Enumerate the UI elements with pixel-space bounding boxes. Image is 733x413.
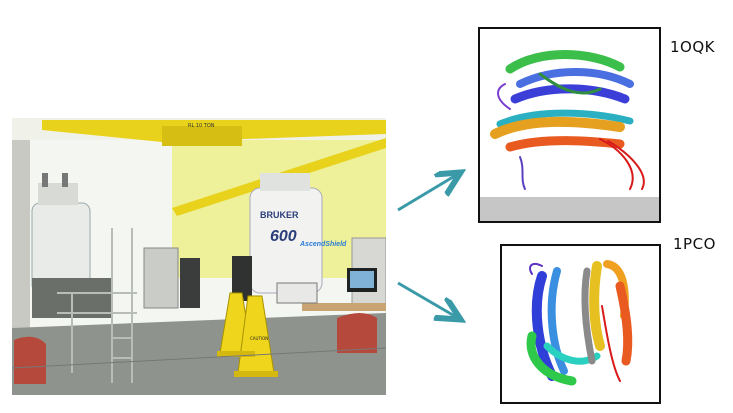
cone-text: CAUTION (250, 336, 268, 341)
nmr-lab-photo: RL 10 TON BRUKER 600 AscendShield (12, 118, 386, 395)
caution-cones: CAUTION (217, 292, 278, 377)
magnet-brand: BRUKER (260, 210, 299, 220)
desk (302, 303, 386, 311)
structure-2-panel (500, 244, 661, 404)
protein-ribbon-1pco (526, 260, 633, 386)
ladder (57, 228, 137, 383)
magnet-model: 600 (270, 228, 297, 245)
chair-left (14, 336, 46, 384)
floor (12, 313, 386, 395)
grey-footer (480, 197, 659, 221)
label-1oqk: 1OQK (670, 38, 715, 56)
arrow-down (397, 281, 458, 318)
crane-sign: RL 10 TON (188, 123, 215, 129)
chair-right (337, 313, 377, 353)
protein-ribbon-1oqk (480, 50, 659, 221)
structure-1-panel (478, 27, 661, 223)
label-1pco: 1PCO (673, 235, 716, 253)
arrow-up (397, 174, 458, 212)
magnet-sub: AscendShield (299, 241, 347, 248)
